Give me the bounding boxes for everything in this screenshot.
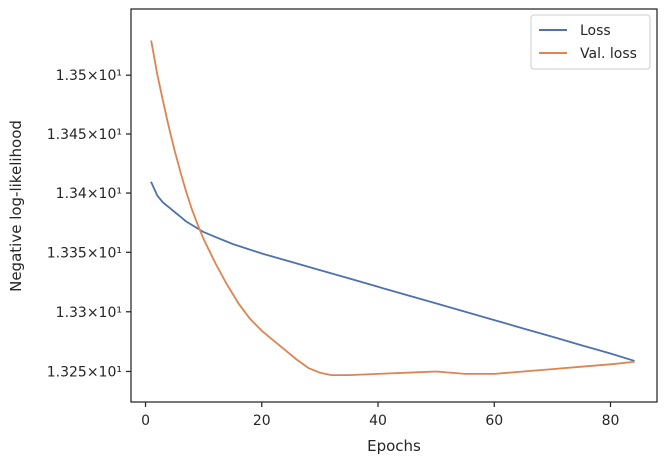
legend-box [530, 14, 651, 70]
x-tick-label: 80 [602, 413, 620, 429]
y-tick-label: 1.33×10¹ [56, 305, 122, 321]
legend-label-val-loss: Val. loss [580, 46, 637, 62]
x-tick-label: 0 [141, 413, 150, 429]
x-tick-label: 60 [485, 413, 503, 429]
y-tick-label: 1.335×10¹ [47, 245, 122, 261]
x-axis-title: Epochs [367, 437, 421, 455]
legend-label-loss: Loss [580, 23, 611, 39]
y-axis-title: Negative log-likelihood [7, 120, 25, 292]
x-axis: 0 20 40 60 80 [141, 402, 619, 429]
series-line-loss [150, 181, 635, 362]
y-axis: 1.325×10¹ 1.33×10¹ 1.335×10¹ 1.34×10¹ 1.345×… [47, 68, 131, 380]
plot-area [130, 8, 658, 403]
y-tick-label: 1.345×10¹ [47, 127, 122, 143]
y-tick-label: 1.34×10¹ [56, 186, 122, 202]
x-tick-label: 40 [369, 413, 387, 429]
y-tick-label: 1.35×10¹ [56, 68, 122, 84]
series-line-val-loss [150, 40, 635, 377]
x-tick-label: 20 [253, 413, 271, 429]
legend: Loss Val. loss [530, 14, 651, 70]
y-tick-label: 1.325×10¹ [47, 364, 122, 380]
series-layer [150, 40, 635, 377]
